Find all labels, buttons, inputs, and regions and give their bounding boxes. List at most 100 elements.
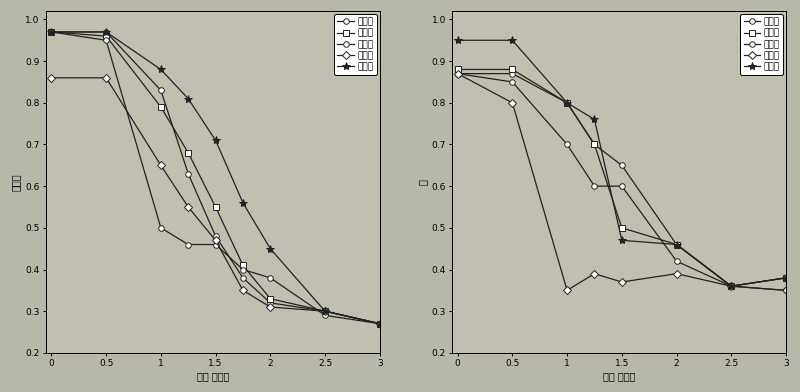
- 方法二: [782, 276, 791, 280]
- 方法一: [726, 284, 736, 289]
- 方法一: [562, 100, 572, 105]
- 方法五: [320, 309, 330, 314]
- 方法三: [102, 38, 111, 43]
- 方法一: [590, 142, 599, 147]
- 方法五: [46, 30, 56, 34]
- 方法四: [102, 75, 111, 80]
- 方法五: [726, 284, 736, 289]
- 方法三: [210, 242, 220, 247]
- 方法三: [266, 276, 275, 280]
- 方法三: [320, 313, 330, 318]
- 方法一: [453, 71, 462, 76]
- Line: 方法三: 方法三: [49, 29, 382, 327]
- 方法二: [238, 263, 248, 268]
- 方法二: [375, 321, 385, 326]
- Line: 方法一: 方法一: [455, 71, 789, 293]
- 方法三: [617, 184, 626, 189]
- X-axis label: 方差 阈值阶: 方差 阈值阶: [603, 371, 635, 381]
- 方法二: [320, 309, 330, 314]
- 方法五: [562, 100, 572, 105]
- 方法五: [266, 246, 275, 251]
- 方法一: [320, 309, 330, 314]
- 方法一: [102, 30, 111, 34]
- 方法三: [672, 259, 682, 263]
- 方法五: [672, 242, 682, 247]
- 方法三: [590, 184, 599, 189]
- Line: 方法五: 方法五: [454, 36, 790, 290]
- 方法五: [210, 138, 220, 143]
- 方法三: [46, 30, 56, 34]
- 方法五: [183, 96, 193, 101]
- 方法三: [156, 225, 166, 230]
- 方法二: [590, 142, 599, 147]
- Line: 方法三: 方法三: [455, 71, 789, 293]
- 方法五: [453, 38, 462, 43]
- 方法四: [672, 271, 682, 276]
- X-axis label: 方差 阈值阶: 方差 阈值阶: [197, 371, 229, 381]
- 方法三: [782, 288, 791, 293]
- 方法四: [617, 279, 626, 284]
- Line: 方法一: 方法一: [49, 29, 382, 327]
- 方法二: [507, 67, 517, 72]
- 方法一: [782, 288, 791, 293]
- 方法三: [453, 71, 462, 76]
- 方法四: [507, 100, 517, 105]
- 方法二: [156, 105, 166, 109]
- 方法三: [375, 321, 385, 326]
- 方法五: [507, 38, 517, 43]
- 方法一: [507, 71, 517, 76]
- 方法五: [375, 321, 385, 326]
- 方法二: [617, 225, 626, 230]
- 方法三: [183, 242, 193, 247]
- 方法一: [46, 30, 56, 34]
- 方法二: [562, 100, 572, 105]
- Line: 方法二: 方法二: [49, 29, 382, 327]
- 方法五: [782, 276, 791, 280]
- 方法四: [453, 71, 462, 76]
- 方法四: [782, 276, 791, 280]
- 方法四: [375, 321, 385, 326]
- Y-axis label: 率: 率: [418, 179, 427, 185]
- Legend: 方法一, 方法二, 方法三, 方法四, 方法五: 方法一, 方法二, 方法三, 方法四, 方法五: [740, 14, 783, 75]
- Line: 方法四: 方法四: [49, 75, 382, 327]
- 方法一: [672, 242, 682, 247]
- 方法五: [238, 200, 248, 205]
- 方法一: [210, 234, 220, 238]
- 方法一: [266, 301, 275, 305]
- 方法五: [590, 117, 599, 122]
- Legend: 方法一, 方法二, 方法三, 方法四, 方法五: 方法一, 方法二, 方法三, 方法四, 方法五: [334, 14, 377, 75]
- 方法二: [453, 67, 462, 72]
- 方法三: [238, 267, 248, 272]
- 方法四: [590, 271, 599, 276]
- 方法二: [266, 296, 275, 301]
- 方法二: [210, 205, 220, 209]
- 方法二: [726, 284, 736, 289]
- 方法一: [238, 276, 248, 280]
- 方法四: [46, 75, 56, 80]
- 方法四: [726, 284, 736, 289]
- Line: 方法四: 方法四: [455, 71, 789, 293]
- 方法五: [156, 67, 166, 72]
- 方法一: [375, 321, 385, 326]
- 方法二: [102, 34, 111, 38]
- 方法二: [46, 30, 56, 34]
- 方法二: [672, 242, 682, 247]
- Line: 方法二: 方法二: [455, 67, 789, 289]
- 方法四: [156, 163, 166, 168]
- Y-axis label: 识别率: 识别率: [11, 173, 21, 191]
- Line: 方法五: 方法五: [47, 28, 384, 328]
- 方法四: [562, 288, 572, 293]
- 方法一: [617, 163, 626, 168]
- 方法四: [210, 238, 220, 243]
- 方法二: [183, 151, 193, 155]
- 方法四: [238, 288, 248, 293]
- 方法四: [320, 309, 330, 314]
- 方法三: [726, 284, 736, 289]
- 方法一: [156, 88, 166, 93]
- 方法四: [183, 205, 193, 209]
- 方法四: [266, 305, 275, 309]
- 方法五: [102, 30, 111, 34]
- 方法一: [183, 171, 193, 176]
- 方法五: [617, 238, 626, 243]
- 方法三: [507, 80, 517, 84]
